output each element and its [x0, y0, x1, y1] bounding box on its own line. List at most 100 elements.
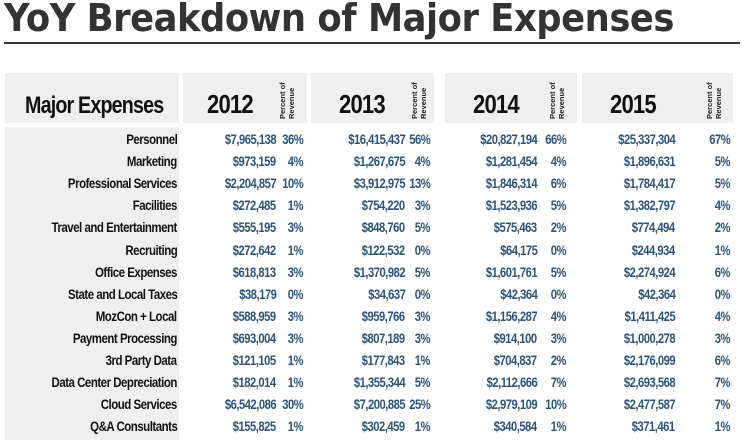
percent-value: 1%	[287, 374, 304, 391]
amount-cell-2012: $155,825	[166, 415, 276, 437]
amount-cell-2014: $64,175	[427, 239, 538, 261]
percent-value: 10%	[545, 396, 566, 413]
percent-cell-2014: 10%	[526, 393, 566, 415]
percent-cell-2014: 2%	[526, 349, 567, 371]
amount-cell-2014: $1,281,454	[427, 150, 538, 172]
amount-cell-2014: $1,846,314	[427, 172, 538, 194]
amount-value: $42,364	[637, 285, 676, 302]
percent-value: 4%	[714, 307, 731, 324]
amount-cell-2015: $774,494	[565, 216, 675, 238]
title-underline	[4, 42, 740, 44]
amount-cell-2014: $20,827,194	[427, 128, 537, 150]
amount-cell-2012: $121,105	[166, 349, 276, 371]
amount-cell-2013: $16,415,437	[295, 128, 405, 150]
amount-value: $1,267,675	[353, 153, 406, 170]
percent-cell-2014: 5%	[526, 194, 567, 216]
percent-value: 1%	[287, 241, 304, 258]
expense-label: Professional Services	[5, 172, 179, 194]
percent-value: 1%	[287, 197, 304, 214]
amount-cell-2012: $693,004	[166, 327, 276, 349]
expense-label-text: Cloud Services	[100, 396, 178, 413]
amount-cell-2013: $177,843	[295, 349, 405, 371]
amount-value: $155,825	[233, 418, 276, 435]
percent-cell-2014: 7%	[526, 371, 567, 393]
percent-cell-2013: 13%	[390, 172, 430, 194]
amount-cell-2014: $2,112,666	[427, 371, 537, 393]
amount-value: $774,494	[632, 219, 675, 236]
amount-value: $272,485	[233, 197, 276, 214]
amount-cell-2013: $122,532	[295, 239, 405, 261]
amount-cell-2012: $973,159	[166, 150, 276, 172]
amount-value: $2,204,857	[224, 175, 277, 192]
percent-cell-2015: 4%	[690, 305, 731, 327]
expense-label: Marketing	[5, 150, 179, 172]
percent-value: 4%	[550, 307, 567, 324]
percent-value: 5%	[550, 263, 567, 280]
amount-cell-2013: $959,766	[295, 305, 405, 327]
percent-cell-2012: 36%	[263, 128, 303, 150]
amount-value: $914,100	[494, 329, 537, 346]
percent-cell-2013: 25%	[390, 393, 430, 415]
expense-label: MozCon + Local	[5, 305, 179, 327]
amount-value: $555,195	[233, 219, 276, 236]
percent-value: 4%	[414, 153, 431, 170]
percent-value: 0%	[414, 241, 431, 258]
header-year-2013: 2013 Percent of Revenue	[311, 73, 434, 123]
amount-value: $244,934	[632, 241, 675, 258]
amount-value: $25,337,304	[617, 131, 675, 147]
percent-label-line2: Revenue	[713, 87, 723, 119]
percent-cell-2015: 67%	[690, 128, 730, 150]
amount-cell-2013: $1,355,344	[295, 371, 406, 393]
percent-value: 0%	[414, 285, 431, 302]
amount-value: $2,979,109	[485, 396, 538, 413]
percent-value: 2%	[714, 219, 731, 236]
percent-value: 3%	[287, 219, 304, 236]
amount-value: $42,364	[499, 285, 538, 302]
percent-cell-2012: 3%	[263, 305, 304, 327]
year-label: 2014	[473, 89, 520, 119]
percent-cell-2015: 0%	[690, 283, 731, 305]
amount-cell-2013: $3,912,975	[295, 172, 406, 194]
amount-cell-2014: $2,979,109	[427, 393, 538, 415]
percent-value: 7%	[714, 396, 731, 413]
percent-cell-2014: 0%	[526, 239, 567, 261]
amount-value: $693,004	[233, 329, 276, 346]
percent-value: 1%	[550, 418, 567, 435]
percent-cell-2013: 3%	[390, 327, 431, 349]
amount-value: $2,693,568	[623, 374, 676, 391]
amount-cell-2015: $1,000,278	[565, 327, 676, 349]
amount-value: $1,523,936	[485, 197, 538, 214]
amount-value: $1,156,287	[485, 307, 538, 324]
amount-value: $2,274,924	[623, 263, 676, 280]
percent-cell-2014: 3%	[526, 327, 567, 349]
expense-label: Recruiting	[5, 239, 179, 261]
amount-value: $182,014	[233, 374, 276, 391]
amount-value: $122,532	[362, 241, 405, 258]
amount-cell-2014: $1,601,761	[427, 261, 538, 283]
expense-label-text: Payment Processing	[72, 329, 178, 346]
percent-value: 1%	[287, 418, 304, 435]
amount-cell-2013: $848,760	[295, 216, 405, 238]
percent-value: 0%	[287, 285, 304, 302]
percent-cell-2015: 5%	[690, 172, 731, 194]
header-year-2015: 2015 Percent of Revenue	[582, 73, 733, 123]
amount-cell-2013: $807,189	[295, 327, 405, 349]
percent-value: 5%	[414, 263, 431, 280]
percent-cell-2015: 2%	[690, 216, 731, 238]
percent-cell-2014: 66%	[526, 128, 566, 150]
year-label: 2013	[339, 89, 386, 119]
percent-label-line2: Revenue	[556, 87, 566, 119]
amount-cell-2015: $244,934	[565, 239, 675, 261]
expense-label-text: Facilities	[132, 197, 178, 214]
expense-label: Office Expenses	[5, 261, 179, 283]
percent-cell-2012: 1%	[263, 194, 304, 216]
percent-cell-2014: 1%	[526, 415, 567, 437]
amount-cell-2015: $2,693,568	[565, 371, 676, 393]
amount-cell-2013: $34,637	[295, 283, 406, 305]
amount-cell-2014: $340,584	[427, 415, 537, 437]
expense-label-text: Professional Services	[67, 175, 178, 192]
amount-cell-2015: $1,784,417	[565, 172, 676, 194]
header-major-expenses: Major Expenses	[5, 73, 179, 123]
amount-cell-2013: $7,200,885	[295, 393, 406, 415]
amount-cell-2013: $302,459	[295, 415, 405, 437]
